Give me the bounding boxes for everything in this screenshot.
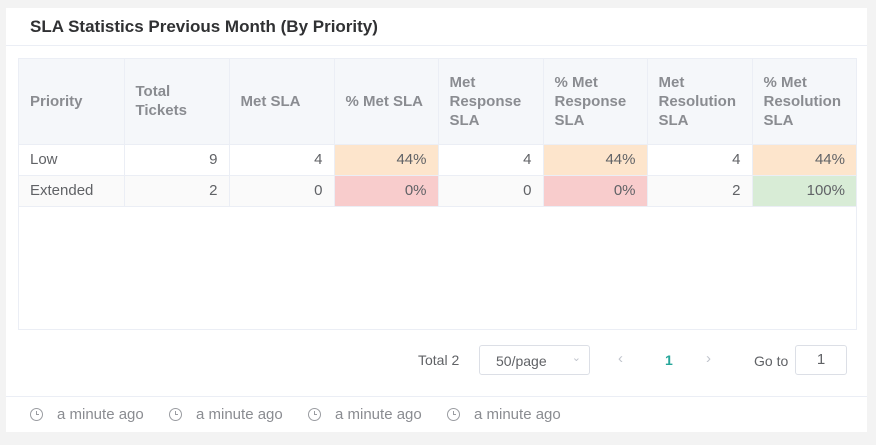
- column-header-pct-met-response-sla[interactable]: % Met Response SLA: [543, 59, 648, 145]
- timestamp-text: a minute ago: [57, 406, 144, 423]
- page-size-value: 50/page: [496, 353, 547, 369]
- cell-total-tickets: 2: [124, 175, 230, 207]
- table-header-row: Priority Total Tickets Met SLA % Met SLA…: [19, 59, 856, 145]
- card-header: SLA Statistics Previous Month (By Priori…: [6, 8, 867, 46]
- column-header-total-tickets[interactable]: Total Tickets: [124, 59, 230, 145]
- cell-priority: Low: [19, 144, 125, 176]
- table-row[interactable]: Extended 2 0 0% 0 0% 2 100%: [19, 175, 856, 207]
- goto-page-input[interactable]: 1: [795, 345, 847, 375]
- cell-pct-met-response-sla: 0%: [543, 175, 648, 207]
- cell-met-response-sla: 0: [438, 175, 544, 207]
- page-size-select[interactable]: 50/page ⌄: [479, 345, 590, 375]
- clock-icon: [308, 408, 321, 421]
- pagination-total: Total 2: [418, 352, 460, 368]
- cell-total-tickets: 9: [124, 144, 230, 176]
- timestamp-item: a minute ago: [308, 406, 422, 423]
- timestamp-text: a minute ago: [474, 406, 561, 423]
- cell-met-resolution-sla: 4: [647, 144, 753, 176]
- column-header-met-sla[interactable]: Met SLA: [229, 59, 335, 145]
- chevron-left-icon[interactable]: ‹: [618, 350, 623, 367]
- clock-icon: [30, 408, 43, 421]
- page-scrollbar[interactable]: [872, 0, 876, 445]
- cell-priority: Extended: [19, 175, 125, 207]
- card-title: SLA Statistics Previous Month (By Priori…: [30, 17, 378, 36]
- clock-icon: [447, 408, 460, 421]
- timestamp-item: a minute ago: [169, 406, 283, 423]
- cell-met-resolution-sla: 2: [647, 175, 753, 207]
- cell-met-response-sla: 4: [438, 144, 544, 176]
- timestamp-item: a minute ago: [447, 406, 561, 423]
- card-footer: a minute ago a minute ago a minute ago a…: [6, 396, 867, 432]
- cell-met-sla: 4: [229, 144, 335, 176]
- timestamp-text: a minute ago: [196, 406, 283, 423]
- timestamp-item: a minute ago: [30, 406, 144, 423]
- table-row[interactable]: Low 9 4 44% 4 44% 4 44%: [19, 144, 856, 176]
- cell-pct-met-response-sla: 44%: [543, 144, 648, 176]
- timestamp-text: a minute ago: [335, 406, 422, 423]
- page-number-current[interactable]: 1: [665, 352, 673, 368]
- cell-pct-met-resolution-sla: 100%: [752, 175, 856, 207]
- sla-table-container: Priority Total Tickets Met SLA % Met SLA…: [18, 58, 857, 330]
- cell-pct-met-resolution-sla: 44%: [752, 144, 856, 176]
- column-header-met-response-sla[interactable]: Met Response SLA: [438, 59, 544, 145]
- column-header-priority[interactable]: Priority: [19, 59, 125, 145]
- column-header-met-resolution-sla[interactable]: Met Resolution SLA: [647, 59, 753, 145]
- cell-pct-met-sla: 44%: [334, 144, 439, 176]
- sla-table: Priority Total Tickets Met SLA % Met SLA…: [19, 59, 856, 207]
- goto-label: Go to: [754, 353, 789, 369]
- cell-pct-met-sla: 0%: [334, 175, 439, 207]
- column-header-pct-met-sla[interactable]: % Met SLA: [334, 59, 439, 145]
- pagination: Total 2 50/page ⌄ ‹ 1 › Go to 1: [6, 345, 867, 377]
- chevron-right-icon[interactable]: ›: [706, 350, 711, 367]
- clock-icon: [169, 408, 182, 421]
- cell-met-sla: 0: [229, 175, 335, 207]
- column-header-pct-met-resolution-sla[interactable]: % Met Resolution SLA: [752, 59, 856, 145]
- chevron-down-icon: ⌄: [571, 352, 581, 364]
- sla-statistics-card: SLA Statistics Previous Month (By Priori…: [6, 8, 867, 432]
